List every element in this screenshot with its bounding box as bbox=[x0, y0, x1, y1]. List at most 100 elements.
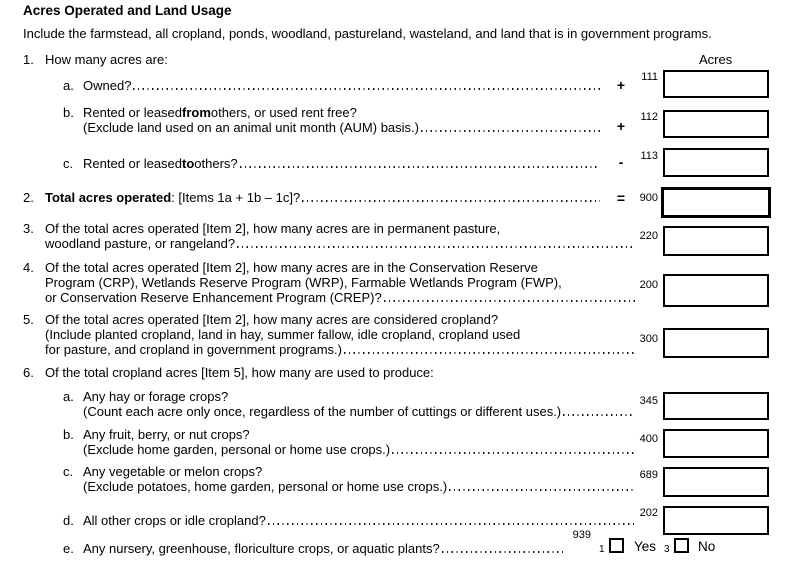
question-1: 1. How many acres are: bbox=[23, 52, 168, 67]
section-title: Acres Operated and Land Usage bbox=[23, 3, 232, 18]
field-code-202: 202 bbox=[639, 507, 658, 519]
field-code-400: 400 bbox=[639, 433, 658, 445]
question-5-line1: 5. Of the total acres operated [Item 2],… bbox=[23, 312, 498, 327]
dotted-leader bbox=[267, 523, 635, 525]
question-1b-label-pre: Rented or leased bbox=[83, 105, 183, 120]
question-4-text-line3: or Conservation Reserve Enhancement Prog… bbox=[45, 290, 382, 305]
section-instructions: Include the farmstead, all cropland, pon… bbox=[23, 26, 712, 41]
no-checkbox-number: 3 bbox=[664, 544, 670, 555]
question-6d-letter: d. bbox=[63, 513, 74, 528]
question-5-number: 5. bbox=[23, 312, 34, 327]
question-6c-text-line2: (Exclude potatoes, home garden, personal… bbox=[83, 479, 448, 494]
question-1a-letter: a. bbox=[63, 78, 74, 93]
acres-rented-to-input[interactable] bbox=[663, 148, 769, 177]
question-1c-label-pre: Rented or leased bbox=[83, 156, 183, 171]
question-6b-line2: (Exclude home garden, personal or home u… bbox=[83, 442, 635, 457]
question-1-number: 1. bbox=[23, 52, 34, 67]
dotted-leader bbox=[383, 300, 635, 302]
question-6c-line1: c. Any vegetable or melon crops? bbox=[63, 464, 262, 479]
question-5-text-line2: (Include planted cropland, land in hay, … bbox=[45, 327, 521, 342]
question-3-text-line2: woodland pasture, or rangeland? bbox=[45, 236, 236, 251]
question-6c-line2: (Exclude potatoes, home garden, personal… bbox=[83, 479, 635, 494]
operator-plus-1a: + bbox=[616, 77, 626, 93]
no-checkbox-label: No bbox=[698, 539, 716, 554]
question-1b: b. Rented or leased from others, or used… bbox=[63, 105, 357, 120]
question-1c-label-bold: to bbox=[182, 156, 195, 171]
field-code-939: 939 bbox=[572, 529, 591, 541]
question-1a: a. Owned? bbox=[63, 78, 600, 93]
dotted-leader bbox=[421, 130, 600, 132]
hay-forage-acres-input[interactable] bbox=[663, 392, 769, 420]
question-6-number: 6. bbox=[23, 365, 34, 380]
field-code-112: 112 bbox=[640, 111, 658, 123]
fruit-berry-nut-acres-input[interactable] bbox=[663, 429, 769, 458]
acres-rented-from-input[interactable] bbox=[663, 110, 769, 138]
dotted-leader bbox=[237, 246, 635, 248]
question-4-line3: or Conservation Reserve Enhancement Prog… bbox=[45, 290, 635, 305]
question-2-label-rest: : [Items 1a + 1b – 1c]? bbox=[171, 190, 301, 205]
question-4-line2: Program (CRP), Wetlands Reserve Program … bbox=[45, 275, 562, 290]
question-5-text-line3: for pasture, and cropland in government … bbox=[45, 342, 342, 357]
acres-owned-input[interactable] bbox=[663, 70, 769, 98]
question-5-text-line1: Of the total acres operated [Item 2], ho… bbox=[45, 312, 499, 327]
question-6-label: Of the total cropland acres [Item 5], ho… bbox=[45, 365, 434, 380]
dotted-leader bbox=[239, 166, 600, 168]
operator-equals-2: = bbox=[616, 190, 626, 206]
question-1b-letter: b. bbox=[63, 105, 74, 120]
question-6b-letter: b. bbox=[63, 427, 74, 442]
question-6: 6. Of the total cropland acres [Item 5],… bbox=[23, 365, 434, 380]
field-code-200: 200 bbox=[639, 279, 658, 291]
question-6e-text: Any nursery, greenhouse, floriculture cr… bbox=[83, 541, 440, 556]
question-6d: d. All other crops or idle cropland? bbox=[63, 513, 635, 528]
field-code-113: 113 bbox=[640, 150, 658, 162]
field-code-300: 300 bbox=[639, 333, 658, 345]
question-1b-note-text: (Exclude land used on an animal unit mon… bbox=[83, 120, 419, 135]
nursery-no-checkbox[interactable] bbox=[674, 538, 689, 553]
question-6a-line2: (Count each acre only once, regardless o… bbox=[83, 404, 635, 419]
yes-checkbox-number: 1 bbox=[599, 544, 605, 555]
acres-column-header: Acres bbox=[699, 52, 733, 67]
question-3-text-line1: Of the total acres operated [Item 2], ho… bbox=[45, 221, 501, 236]
dotted-leader bbox=[133, 88, 600, 90]
question-4-line1: 4. Of the total acres operated [Item 2],… bbox=[23, 260, 538, 275]
question-6b-line1: b. Any fruit, berry, or nut crops? bbox=[63, 427, 250, 442]
question-1c-label-post: others? bbox=[194, 156, 238, 171]
question-6a-line1: a. Any hay or forage crops? bbox=[63, 389, 228, 404]
field-code-689: 689 bbox=[639, 469, 658, 481]
permanent-pasture-acres-input[interactable] bbox=[663, 226, 769, 256]
question-5-line2: (Include planted cropland, land in hay, … bbox=[45, 327, 520, 342]
vegetable-melon-acres-input[interactable] bbox=[663, 467, 769, 497]
question-6a-text-line2: (Count each acre only once, regardless o… bbox=[83, 404, 562, 419]
field-code-345: 345 bbox=[639, 395, 658, 407]
question-1-label: How many acres are: bbox=[45, 52, 168, 67]
question-6b-text-line1: Any fruit, berry, or nut crops? bbox=[83, 427, 250, 442]
question-6a-letter: a. bbox=[63, 389, 74, 404]
question-5-line3: for pasture, and cropland in government … bbox=[45, 342, 635, 357]
conservation-program-acres-input[interactable] bbox=[663, 274, 769, 307]
question-1b-note: (Exclude land used on an animal unit mon… bbox=[83, 120, 600, 135]
dotted-leader bbox=[344, 352, 635, 354]
question-1a-label: Owned? bbox=[83, 78, 132, 93]
question-1b-label-post: others, or used rent free? bbox=[210, 105, 357, 120]
operator-minus-1c: - bbox=[618, 154, 624, 170]
question-4-text-line1: Of the total acres operated [Item 2], ho… bbox=[45, 260, 538, 275]
dotted-leader bbox=[392, 452, 635, 454]
question-2: 2. Total acres operated : [Items 1a + 1b… bbox=[23, 190, 600, 205]
field-code-220: 220 bbox=[639, 230, 658, 242]
question-6c-text-line1: Any vegetable or melon crops? bbox=[83, 464, 263, 479]
question-6b-text-line2: (Exclude home garden, personal or home u… bbox=[83, 442, 391, 457]
cropland-acres-input[interactable] bbox=[663, 328, 769, 358]
question-6c-letter: c. bbox=[63, 464, 74, 479]
question-4-number: 4. bbox=[23, 260, 34, 275]
question-3-line2: woodland pasture, or rangeland? bbox=[45, 236, 635, 251]
other-crops-idle-acres-input[interactable] bbox=[663, 506, 769, 535]
question-6e-letter: e. bbox=[63, 541, 74, 556]
question-6e: e. Any nursery, greenhouse, floriculture… bbox=[63, 541, 563, 556]
question-1c: c. Rented or leased to others? bbox=[63, 156, 600, 171]
nursery-yes-checkbox[interactable] bbox=[609, 538, 624, 553]
dotted-leader bbox=[563, 414, 635, 416]
question-3-number: 3. bbox=[23, 221, 34, 236]
yes-checkbox-label: Yes bbox=[634, 539, 657, 554]
total-acres-operated-input[interactable] bbox=[661, 187, 771, 218]
